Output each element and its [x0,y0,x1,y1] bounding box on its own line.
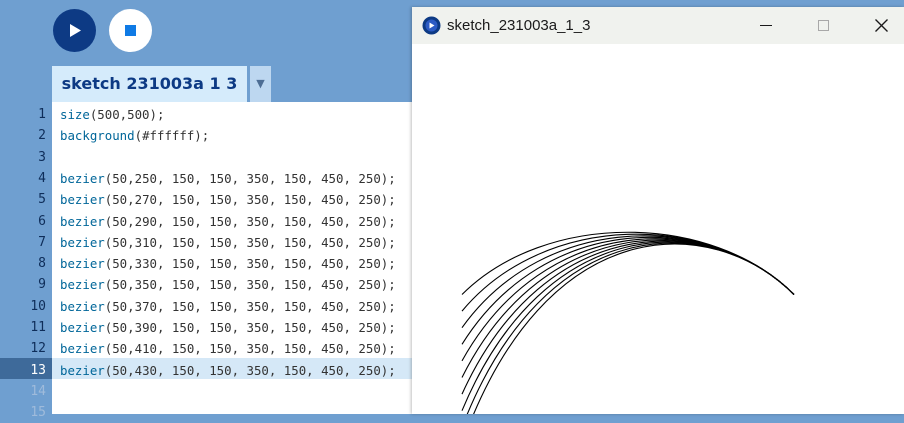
code-line: bezier(50,290, 150, 150, 350, 150, 450, … [60,211,396,232]
line-number: 9 [38,277,46,293]
code-function: bezier [60,234,105,250]
code-line: bezier(50,430, 150, 150, 350, 150, 450, … [60,360,396,381]
line-number: 4 [38,170,46,186]
line-number: 8 [38,256,46,272]
code-line: bezier(50,330, 150, 150, 350, 150, 450, … [60,253,396,274]
code-line: bezier(50,410, 150, 150, 350, 150, 450, … [60,338,396,359]
code-function: bezier [60,170,105,186]
code-line: bezier(50,390, 150, 150, 350, 150, 450, … [60,317,396,338]
bezier-curve [461,241,795,411]
line-number: 14 [30,383,46,399]
code-function: bezier [60,362,105,378]
code-function: bezier [60,277,105,293]
bezier-curve [461,239,795,378]
current-line-highlight [52,358,412,379]
line-number: 11 [30,320,46,335]
line-number: 2 [38,128,46,144]
run-button[interactable] [53,9,96,52]
code-line: bezier(50,250, 150, 150, 350, 150, 450, … [60,168,396,189]
stop-button[interactable] [109,9,152,52]
code-arguments: (50,310, 150, 150, 350, 150, 450, 250); [104,234,396,250]
code-arguments: (50,390, 150, 150, 350, 150, 450, 250); [104,320,396,335]
current-line-gutter [0,358,52,379]
minimize-icon [760,25,772,26]
line-number: 15 [30,405,46,421]
sketch-window[interactable]: sketch_231003a_1_3 [412,7,904,414]
bezier-curve [461,236,795,345]
code-arguments: (50,270, 150, 150, 350, 150, 450, 250); [104,192,396,208]
code-function: bezier [60,213,105,229]
code-line: bezier(50,310, 150, 150, 350, 150, 450, … [60,232,396,253]
code-function: background [60,128,135,144]
code-line: bezier(50,270, 150, 150, 350, 150, 450, … [60,189,396,210]
stop-icon [125,25,136,36]
code-line: background(#ffffff); [60,125,209,146]
bezier-curve [461,233,795,312]
close-button[interactable] [858,7,904,44]
tab-sketch[interactable]: sketch 231003a 1 3 [52,66,247,102]
code-arguments: (500,500); [89,107,165,122]
code-arguments: (50,290, 150, 150, 350, 150, 450, 250); [104,213,396,229]
code-line: bezier(50,370, 150, 150, 350, 150, 450, … [60,296,396,317]
code-function: bezier [60,298,105,314]
bezier-curve [461,231,795,295]
code-arguments: (#ffffff); [134,128,210,144]
code-function: bezier [60,341,105,357]
code-function: bezier [60,320,105,335]
bezier-curve [461,235,795,329]
line-number: 10 [30,298,46,314]
window-title: sketch_231003a_1_3 [447,17,591,34]
line-number: 3 [38,149,46,165]
processing-icon [422,16,441,35]
bezier-curve [461,240,795,395]
line-number: 5 [38,192,46,208]
maximize-icon [818,20,829,31]
sketch-canvas[interactable] [412,44,904,414]
code-function: bezier [60,256,105,272]
window-titlebar[interactable]: sketch_231003a_1_3 [412,7,904,44]
code-arguments: (50,410, 150, 150, 350, 150, 450, 250); [104,341,396,357]
line-number: 13 [30,362,46,378]
line-number: 1 [38,107,46,122]
code-line: size(500,500); [60,104,164,125]
code-arguments: (50,430, 150, 150, 350, 150, 450, 250); [104,362,396,378]
play-icon [70,24,81,37]
tab-menu-button[interactable]: ▼ [250,66,271,102]
code-arguments: (50,350, 150, 150, 350, 150, 450, 250); [104,277,396,293]
code-line: bezier(50,350, 150, 150, 350, 150, 450, … [60,274,396,295]
maximize-button [800,7,846,44]
bezier-curves [461,231,795,414]
code-function: bezier [60,192,105,208]
line-number: 7 [38,234,46,250]
code-function: size [60,107,90,122]
code-arguments: (50,250, 150, 150, 350, 150, 450, 250); [104,170,396,186]
line-number: 12 [30,341,46,357]
code-arguments: (50,330, 150, 150, 350, 150, 450, 250); [104,256,396,272]
minimize-button[interactable] [743,7,789,44]
close-icon [875,19,888,32]
bezier-curve [473,243,795,414]
line-number: 6 [38,213,46,229]
code-arguments: (50,370, 150, 150, 350, 150, 450, 250); [104,298,396,314]
